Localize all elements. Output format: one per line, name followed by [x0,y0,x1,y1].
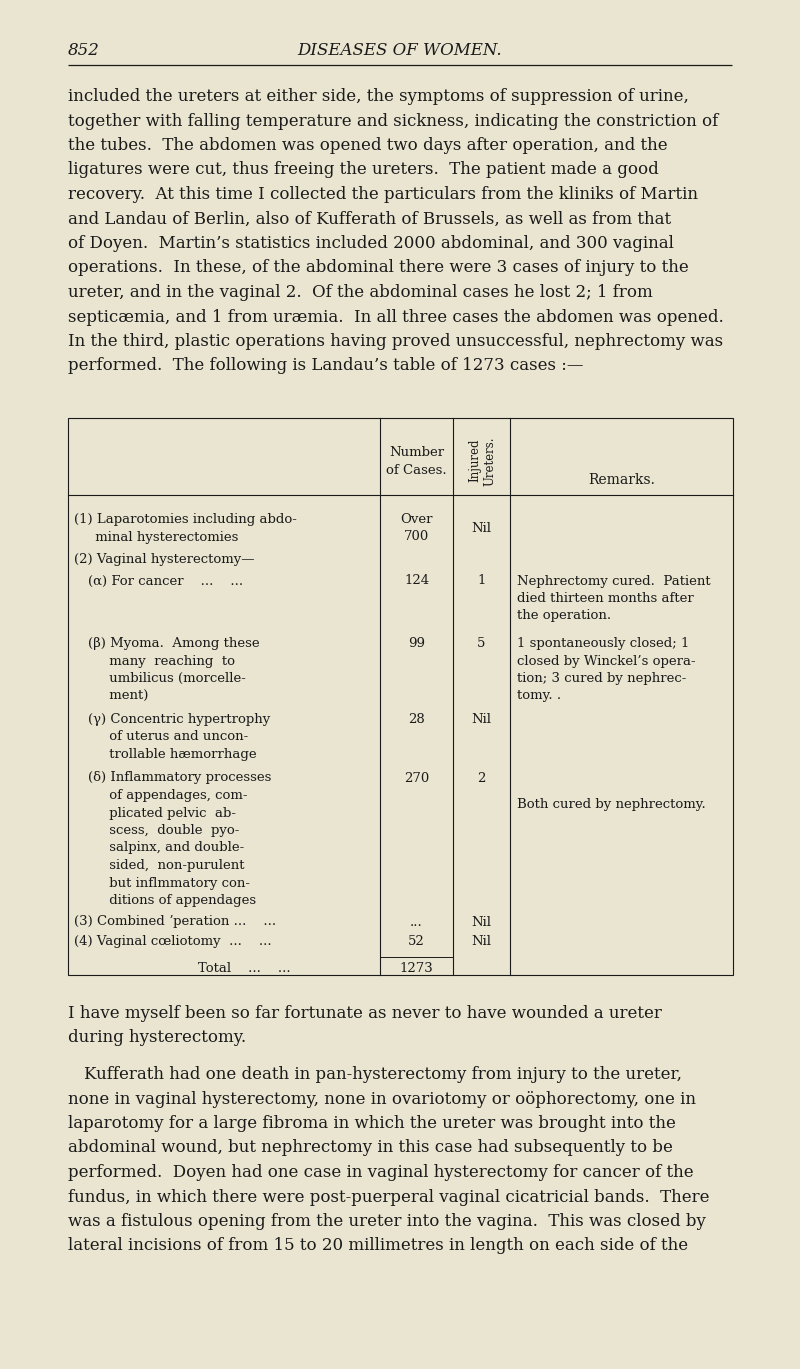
Text: Nephrectomy cured.  Patient: Nephrectomy cured. Patient [517,575,710,587]
Text: trollable hæmorrhage: trollable hæmorrhage [88,747,257,761]
Text: sided,  non-purulent: sided, non-purulent [88,858,245,872]
Text: Nil: Nil [471,522,491,535]
Bar [68,418,733,975]
Text: of Doyen.  Martin’s statistics included 2000 abdominal, and 300 vaginal: of Doyen. Martin’s statistics included 2… [68,235,674,252]
Text: Nil: Nil [471,916,491,928]
Text: ...: ... [410,916,423,928]
Text: ment): ment) [88,690,148,702]
Text: during hysterectomy.: during hysterectomy. [68,1029,246,1046]
Text: recovery.  At this time I collected the particulars from the kliniks of Martin: recovery. At this time I collected the p… [68,186,698,203]
Text: 1 spontaneously closed; 1: 1 spontaneously closed; 1 [517,637,690,650]
Text: closed by Winckel’s opera-: closed by Winckel’s opera- [517,654,696,668]
Text: 52: 52 [408,935,425,947]
Text: (δ) Inflammatory processes: (δ) Inflammatory processes [88,772,271,784]
Text: Remarks.: Remarks. [588,474,655,487]
Text: Kufferath had one death in pan-hysterectomy from injury to the ureter,: Kufferath had one death in pan-hysterect… [84,1066,682,1083]
Text: of appendages, com-: of appendages, com- [88,789,247,802]
Text: plicated pelvic  ab-: plicated pelvic ab- [88,806,236,820]
Text: laparotomy for a large fibroma in which the ureter was brought into the: laparotomy for a large fibroma in which … [68,1114,676,1132]
Text: minal hysterectomies: minal hysterectomies [74,531,238,543]
Text: Nil: Nil [471,935,491,947]
Text: Number: Number [389,446,444,459]
Text: (1) Laparotomies including abdo-: (1) Laparotomies including abdo- [74,513,297,526]
Text: none in vaginal hysterectomy, none in ovariotomy or oöphorectomy, one in: none in vaginal hysterectomy, none in ov… [68,1091,696,1108]
Text: operations.  In these, of the abdominal there were 3 cases of injury to the: operations. In these, of the abdominal t… [68,260,689,277]
Text: ligatures were cut, thus freeing the ureters.  The patient made a good: ligatures were cut, thus freeing the ure… [68,162,658,178]
Text: abdominal wound, but nephrectomy in this case had subsequently to be: abdominal wound, but nephrectomy in this… [68,1139,673,1157]
Text: the operation.: the operation. [517,609,611,623]
Text: the tubes.  The abdomen was opened two days after operation, and the: the tubes. The abdomen was opened two da… [68,137,668,153]
Text: 99: 99 [408,637,425,650]
Text: 852: 852 [68,42,100,59]
Text: (β) Myoma.  Among these: (β) Myoma. Among these [88,637,260,650]
Text: In the third, plastic operations having proved unsuccessful, nephrectomy was: In the third, plastic operations having … [68,333,723,350]
Text: 1: 1 [478,575,486,587]
Text: Over: Over [400,513,433,526]
Text: Both cured by nephrectomy.: Both cured by nephrectomy. [517,798,706,810]
Text: DISEASES OF WOMEN.: DISEASES OF WOMEN. [298,42,502,59]
Text: 1273: 1273 [400,961,434,975]
Text: 2: 2 [478,772,486,784]
Text: (α) For cancer    ...    ...: (α) For cancer ... ... [88,575,243,587]
Text: died thirteen months after: died thirteen months after [517,591,694,605]
Text: Injured
Ureters.: Injured Ureters. [469,435,497,486]
Text: I have myself been so far fortunate as never to have wounded a ureter: I have myself been so far fortunate as n… [68,1005,662,1023]
Text: tion; 3 cured by nephrec-: tion; 3 cured by nephrec- [517,672,686,684]
Text: 124: 124 [404,575,429,587]
Text: (2) Vaginal hysterectomy—: (2) Vaginal hysterectomy— [74,553,254,565]
Text: 5: 5 [478,637,486,650]
Text: included the ureters at either side, the symptoms of suppression of urine,: included the ureters at either side, the… [68,88,689,105]
Text: performed.  Doyen had one case in vaginal hysterectomy for cancer of the: performed. Doyen had one case in vaginal… [68,1164,694,1181]
Text: Total    ...    ...: Total ... ... [198,961,290,975]
Text: tomy. .: tomy. . [517,690,561,702]
Text: scess,  double  pyo-: scess, double pyo- [88,824,239,836]
Text: lateral incisions of from 15 to 20 millimetres in length on each side of the: lateral incisions of from 15 to 20 milli… [68,1238,688,1254]
Text: ditions of appendages: ditions of appendages [88,894,256,908]
Text: and Landau of Berlin, also of Kufferath of Brussels, as well as from that: and Landau of Berlin, also of Kufferath … [68,211,671,227]
Text: fundus, in which there were post-puerperal vaginal cicatricial bands.  There: fundus, in which there were post-puerper… [68,1188,710,1206]
Text: together with falling temperature and sickness, indicating the constriction of: together with falling temperature and si… [68,112,718,130]
Text: was a fistulous opening from the ureter into the vagina.  This was closed by: was a fistulous opening from the ureter … [68,1213,706,1229]
Text: but infl‪mmatory con-: but infl‪mmatory con- [88,876,250,890]
Text: ureter, and in the vaginal 2.  Of the abdominal cases he lost 2; 1 from: ureter, and in the vaginal 2. Of the abd… [68,283,653,301]
Text: performed.  The following is Landau’s table of 1273 cases :—: performed. The following is Landau’s tab… [68,357,583,375]
Text: Nil: Nil [471,713,491,726]
Text: many  reaching  to: many reaching to [88,654,235,668]
Text: septicæmia, and 1 from uræmia.  In all three cases the abdomen was opened.: septicæmia, and 1 from uræmia. In all th… [68,308,724,326]
Text: 700: 700 [404,531,429,543]
Text: 270: 270 [404,772,429,784]
Text: 28: 28 [408,713,425,726]
Text: of Cases.: of Cases. [386,464,447,476]
Text: (γ) Concentric hypertrophy: (γ) Concentric hypertrophy [88,713,270,726]
Text: salpinx, and double-: salpinx, and double- [88,842,244,854]
Text: (4) Vaginal cœliotomy  ...    ...: (4) Vaginal cœliotomy ... ... [74,935,272,947]
Text: umbilicus (morcelle-: umbilicus (morcelle- [88,672,246,684]
Text: of uterus and uncon-: of uterus and uncon- [88,731,248,743]
Text: (3) Combined ʼperation ...    ...: (3) Combined ʼperation ... ... [74,916,276,928]
